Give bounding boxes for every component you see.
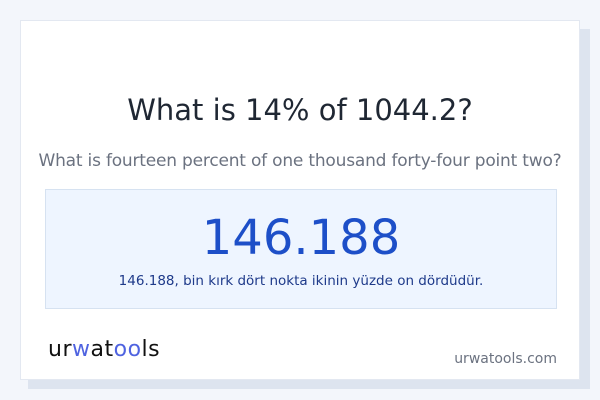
result-value: 146.188 [201, 210, 401, 266]
result-box: 146.188 146.188, bin kırk dört nokta iki… [45, 189, 557, 309]
page-title: What is 14% of 1044.2? [127, 93, 473, 127]
logo-part: ls [141, 337, 161, 362]
urwatools-logo[interactable]: urwatools [48, 337, 160, 362]
result-card: What is 14% of 1044.2? What is fourteen … [20, 20, 580, 380]
result-description: 146.188, bin kırk dört nokta ikinin yüzd… [118, 273, 484, 289]
logo-part: w [72, 337, 91, 362]
logo-part: at [90, 337, 114, 362]
page-subtitle: What is fourteen percent of one thousand… [38, 151, 562, 171]
logo-part: ur [48, 337, 72, 362]
site-link[interactable]: urwatools.com [454, 351, 557, 367]
logo-part: oo [113, 337, 142, 362]
